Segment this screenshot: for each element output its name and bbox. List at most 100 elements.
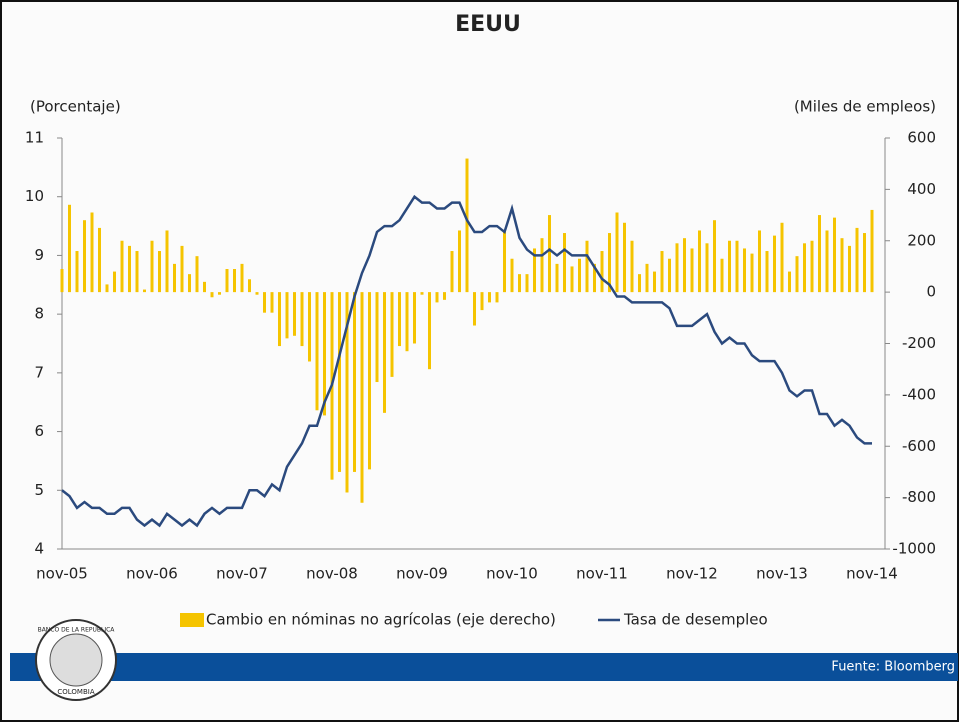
- bar: [840, 238, 844, 293]
- bar: [683, 238, 686, 293]
- bar: [788, 271, 791, 293]
- bar: [98, 227, 101, 293]
- bar: [420, 292, 424, 295]
- bar: [780, 222, 784, 293]
- bar: [705, 243, 709, 293]
- y-tick-label: 6: [34, 422, 44, 440]
- y-tick-label: 7: [34, 363, 44, 381]
- bar: [660, 251, 664, 293]
- bar: [480, 292, 484, 311]
- x-tick-label: nov-10: [486, 565, 538, 583]
- y-tick-label: 11: [25, 129, 44, 147]
- bar: [795, 256, 799, 293]
- bar: [578, 258, 581, 293]
- bar: [270, 292, 274, 313]
- bar: [563, 233, 566, 293]
- y-axis-label: (Porcentaje): [30, 98, 121, 116]
- bar: [525, 274, 529, 293]
- chart-title: EEUU: [455, 12, 521, 37]
- bar: [293, 292, 296, 336]
- bar: [540, 238, 544, 293]
- bar: [473, 292, 476, 326]
- bar: [105, 284, 109, 293]
- bar: [173, 263, 176, 293]
- x-tick-label: nov-05: [36, 565, 88, 583]
- y2-tick-label: -600: [902, 437, 936, 455]
- bar: [713, 220, 716, 293]
- bar: [323, 292, 326, 416]
- x-tick-label: nov-11: [576, 565, 628, 583]
- bar: [690, 248, 694, 293]
- bar: [353, 292, 356, 472]
- bar: [465, 158, 469, 293]
- bar: [750, 253, 754, 293]
- bar: [825, 230, 829, 293]
- bar: [428, 292, 431, 370]
- bar: [623, 222, 626, 293]
- footer-band: [10, 653, 958, 681]
- bar: [518, 274, 521, 293]
- bar: [68, 204, 71, 293]
- bar: [870, 209, 874, 293]
- bar: [135, 251, 139, 293]
- source: Fuente: Bloomberg: [831, 660, 955, 675]
- y2-axis-label: (Miles de empleos): [794, 98, 936, 116]
- bar: [60, 269, 64, 293]
- bar: [278, 292, 281, 347]
- bar: [435, 292, 439, 303]
- y2-tick-label: -1000: [892, 540, 936, 558]
- bar: [90, 212, 94, 293]
- bar: [615, 212, 619, 293]
- x-tick-label: nov-09: [396, 565, 448, 583]
- bar: [855, 227, 859, 293]
- x-tick-label: nov-14: [846, 565, 898, 583]
- logo-text: BANCO DE LA REPUBLICA: [38, 627, 116, 634]
- bar: [413, 292, 416, 344]
- bar: [630, 240, 634, 293]
- bar: [608, 233, 611, 293]
- x-tick-label: nov-12: [666, 565, 718, 583]
- bar: [848, 245, 851, 293]
- bar: [225, 269, 229, 293]
- bar: [728, 240, 731, 293]
- bar: [720, 258, 724, 293]
- bar: [405, 292, 409, 352]
- bar: [570, 266, 574, 293]
- bar: [833, 217, 836, 293]
- y-tick-label: 5: [34, 481, 44, 499]
- x-tick-label: nov-07: [216, 565, 268, 583]
- bar: [255, 292, 259, 295]
- bar: [533, 248, 536, 293]
- bar: [150, 240, 154, 293]
- bar: [458, 230, 461, 293]
- y-tick-label: 9: [34, 246, 44, 264]
- bar: [360, 292, 364, 503]
- y-tick-label: 4: [34, 540, 44, 558]
- bar: [443, 292, 446, 300]
- bar: [810, 240, 814, 293]
- bar: [375, 292, 379, 383]
- bar: [263, 292, 266, 313]
- bar: [668, 258, 671, 293]
- x-tick-label: nov-08: [306, 565, 358, 583]
- bar: [503, 230, 506, 293]
- bar: [758, 230, 761, 293]
- bar: [210, 292, 214, 298]
- bar: [675, 243, 679, 293]
- bar: [83, 220, 86, 293]
- bar: [315, 292, 319, 411]
- bar: [653, 271, 656, 293]
- bar: [510, 258, 514, 293]
- bar: [248, 279, 251, 293]
- y2-tick-label: 0: [926, 283, 936, 301]
- bar: [128, 245, 131, 293]
- x-tick-label: nov-06: [126, 565, 178, 583]
- bar: [698, 230, 701, 293]
- bar: [120, 240, 124, 293]
- bar: [300, 292, 304, 347]
- y2-tick-label: 600: [907, 129, 936, 147]
- bar: [345, 292, 349, 493]
- bar: [495, 292, 499, 303]
- logo-inner: [49, 633, 103, 687]
- x-tick-label: nov-13: [756, 565, 808, 583]
